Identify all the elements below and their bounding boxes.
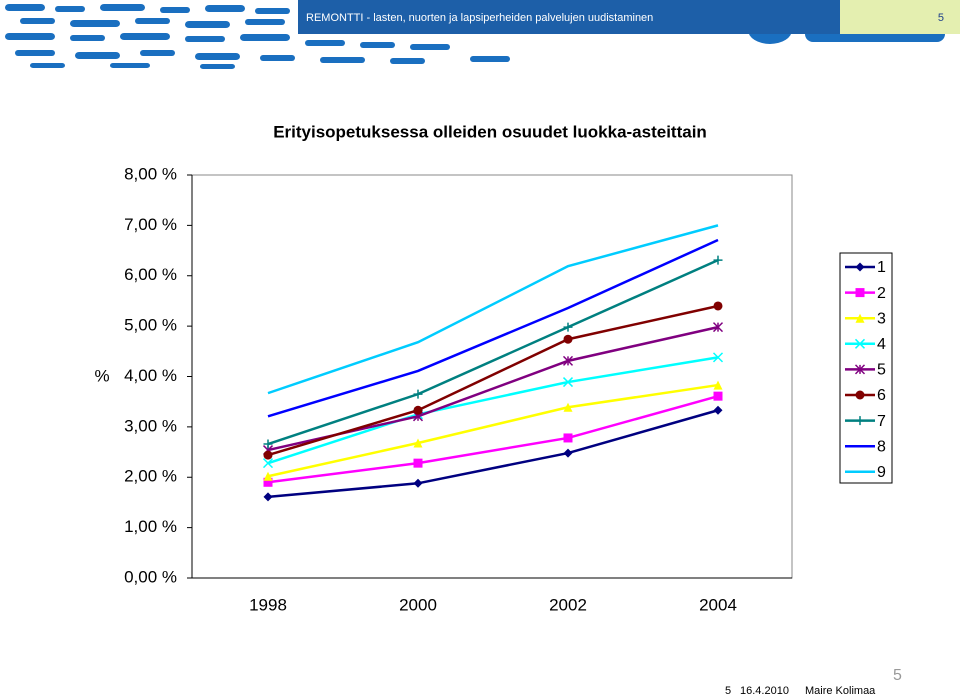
series-line [267, 409, 719, 499]
data-point [713, 301, 723, 311]
legend-label: 6 [877, 387, 886, 404]
y-tick-label: 5,00 % [124, 316, 177, 335]
marker-shape [263, 450, 273, 460]
marker-shape [413, 438, 423, 448]
marker-stroke [562, 377, 574, 388]
marker-stroke [854, 338, 866, 349]
legend-marker [854, 364, 866, 375]
legend-marker [854, 338, 866, 349]
data-point [713, 380, 723, 390]
marker-shape [563, 334, 573, 344]
x-tick-label: 2004 [699, 595, 737, 614]
y-axis-label: % [94, 366, 109, 385]
series-line [267, 383, 719, 478]
data-point [712, 352, 724, 363]
data-point [562, 355, 574, 366]
marker-shape [855, 390, 865, 400]
marker-shape [413, 458, 423, 468]
y-tick-label: 0,00 % [124, 567, 177, 586]
data-point [563, 448, 573, 458]
marker-shape [855, 313, 865, 323]
y-tick-label: 2,00 % [124, 467, 177, 486]
legend-label: 9 [877, 464, 886, 481]
marker-shape [713, 405, 723, 415]
data-point [712, 322, 724, 333]
series-line [267, 394, 719, 484]
series-line [267, 325, 719, 452]
chart-title: Erityisopetuksessa olleiden osuudet luok… [273, 122, 707, 141]
legend-label: 4 [877, 336, 886, 353]
legend-marker [855, 288, 865, 298]
legend-box [839, 252, 893, 484]
legend-marker [855, 262, 865, 272]
marker-shape [855, 288, 865, 298]
x-tick-label: 2000 [399, 595, 437, 614]
marker-shape [563, 448, 573, 458]
series-line [267, 238, 719, 418]
x-tick-label: 1998 [249, 595, 287, 614]
marker-shape [713, 301, 723, 311]
data-point [263, 492, 273, 502]
marker-stroke [712, 352, 724, 363]
legend-label: 8 [877, 438, 886, 455]
footer-date: 16.4.2010 [740, 685, 789, 697]
data-point [562, 377, 574, 388]
y-tick-label: 1,00 % [124, 517, 177, 536]
y-tick-label: 7,00 % [124, 215, 177, 234]
data-point [413, 405, 423, 415]
data-point [263, 450, 273, 460]
header-bar [298, 0, 840, 34]
data-point [713, 405, 723, 415]
data-point [413, 478, 423, 488]
marker-shape [713, 380, 723, 390]
data-point [413, 438, 423, 448]
header-page-box [840, 0, 960, 34]
series-line [267, 304, 719, 457]
series-line [267, 356, 719, 465]
y-tick-label: 4,00 % [124, 366, 177, 385]
marker-shape [713, 391, 723, 401]
data-point [563, 334, 573, 344]
y-tick-label: 3,00 % [124, 416, 177, 435]
legend-marker [855, 416, 865, 426]
data-point [413, 389, 423, 399]
marker-shape [263, 477, 273, 487]
marker-stroke [262, 458, 274, 469]
data-point [563, 322, 573, 332]
series-line [267, 258, 719, 446]
marker-shape [263, 492, 273, 502]
data-point [263, 439, 273, 449]
data-point [263, 471, 273, 481]
data-point [713, 391, 723, 401]
legend-label: 5 [877, 362, 886, 379]
legend-label: 2 [877, 285, 886, 302]
marker-shape [563, 402, 573, 412]
data-point [713, 255, 723, 265]
data-point [262, 458, 274, 469]
data-point [563, 433, 573, 443]
legend-label: 7 [877, 413, 886, 430]
y-tick-label: 6,00 % [124, 265, 177, 284]
marker-shape [413, 405, 423, 415]
legend-label: 3 [877, 310, 886, 327]
footer-slide: 5 [725, 685, 731, 697]
legend-marker [855, 390, 865, 400]
x-tick-label: 2002 [549, 595, 587, 614]
slide-number: 5 [893, 667, 902, 684]
marker-shape [413, 478, 423, 488]
series-line [267, 224, 719, 395]
legend-marker [855, 313, 865, 323]
marker-shape [855, 262, 865, 272]
marker-shape [263, 471, 273, 481]
data-point [263, 477, 273, 487]
legend-label: 1 [877, 259, 886, 276]
footer-author: Maire Kolimaa [805, 685, 876, 697]
data-point [563, 402, 573, 412]
marker-shape [563, 433, 573, 443]
data-point [413, 458, 423, 468]
header-title: REMONTTI - lasten, nuorten ja lapsiperhe… [306, 12, 653, 24]
y-tick-label: 8,00 % [124, 164, 177, 183]
header-page: 5 [938, 12, 944, 24]
